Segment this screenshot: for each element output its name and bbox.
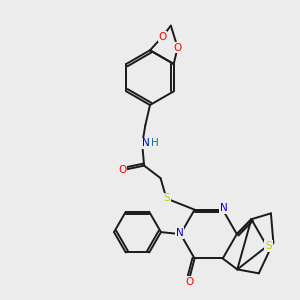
Text: N: N bbox=[176, 228, 184, 238]
Text: O: O bbox=[186, 277, 194, 286]
Text: O: O bbox=[173, 43, 182, 52]
Text: H: H bbox=[151, 138, 159, 148]
Text: O: O bbox=[158, 32, 166, 42]
Text: N: N bbox=[142, 138, 150, 148]
Text: S: S bbox=[265, 241, 272, 251]
Text: S: S bbox=[163, 194, 170, 203]
Text: N: N bbox=[220, 203, 227, 213]
Text: O: O bbox=[118, 165, 126, 175]
